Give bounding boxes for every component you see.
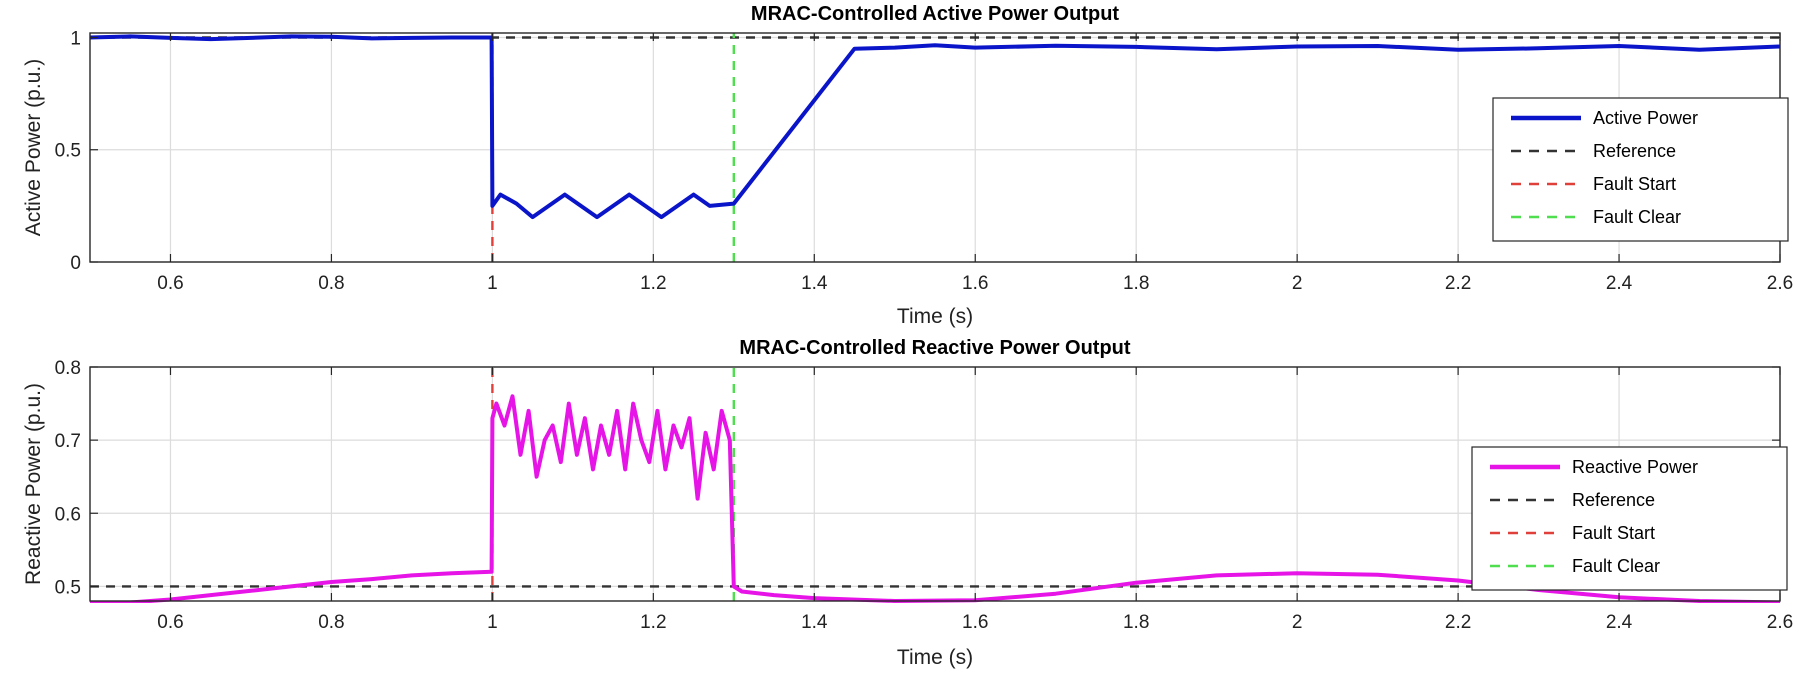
- legend-label: Fault Clear: [1593, 207, 1681, 227]
- x-tick-label: 2.4: [1606, 612, 1633, 633]
- legend-label: Fault Start: [1593, 174, 1676, 194]
- x-tick-label: 0.6: [157, 273, 183, 294]
- x-tick-label: 2: [1292, 612, 1303, 633]
- legend: Reactive Power Reference Fault Start Fault …: [1471, 446, 1788, 591]
- chart-title: MRAC-Controlled Active Power Output: [751, 3, 1119, 25]
- legend-label: Reference: [1593, 141, 1676, 161]
- y-tick-label: 0.5: [55, 141, 81, 162]
- legend-label: Fault Start: [1572, 523, 1655, 543]
- legend-label: Reference: [1572, 490, 1655, 510]
- x-tick-label: 2.6: [1767, 612, 1793, 633]
- legend-box: [1492, 97, 1789, 242]
- y-tick-label: 0: [70, 253, 81, 274]
- chart-title: MRAC-Controlled Reactive Power Output: [739, 337, 1130, 359]
- x-axis-label: Time (s): [897, 646, 973, 669]
- x-tick-label: 1.2: [640, 273, 666, 294]
- x-tick-label: 1.6: [962, 612, 988, 633]
- x-tick-label: 1: [487, 273, 498, 294]
- x-tick-label: 0.8: [318, 273, 344, 294]
- y-axis-label: Active Power (p.u.): [22, 59, 45, 236]
- series-active-power: [90, 34, 1780, 220]
- y-tick-label: 0.7: [55, 431, 81, 452]
- x-tick-label: 0.6: [157, 612, 183, 633]
- chart-2: 0.6 0.8 1 1.2 1.4 1.6 1.8 2 2.2 2.4 2.6 0.5 0.6 0.7 0.…: [22, 337, 1793, 669]
- chart-1: 0.6 0.8 1 1.2 1.4 1.6 1.8 2 2.2 2.4 2.6 0 0.5 1 MRAC-C…: [22, 3, 1793, 328]
- series-reactive-power: [90, 394, 1780, 603]
- x-tick-label: 2.6: [1767, 273, 1793, 294]
- x-tick-label: 2.2: [1445, 612, 1471, 633]
- x-tick-label: 1.8: [1123, 612, 1149, 633]
- y-tick-label: 1: [70, 28, 81, 49]
- x-tick-label: 1.8: [1123, 273, 1149, 294]
- y-tick-label: 0.5: [55, 577, 81, 598]
- legend-label: Active Power: [1593, 108, 1698, 128]
- legend: Active Power Reference Fault Start Fault Cl…: [1492, 97, 1789, 242]
- x-tick-label: 2.4: [1606, 273, 1633, 294]
- x-tick-label: 0.8: [318, 612, 344, 633]
- x-tick-label: 1: [487, 612, 498, 633]
- legend-box: [1471, 446, 1788, 591]
- x-tick-label: 2.2: [1445, 273, 1471, 294]
- y-axis-label: Reactive Power (p.u.): [22, 383, 45, 585]
- y-tick-label: 0.8: [55, 358, 81, 379]
- x-tick-label: 1.4: [801, 612, 828, 633]
- x-tick-label: 1.6: [962, 273, 988, 294]
- x-tick-label: 1.2: [640, 612, 666, 633]
- x-tick-label: 2: [1292, 273, 1303, 294]
- y-tick-label: 0.6: [55, 504, 81, 525]
- x-axis-label: Time (s): [897, 305, 973, 328]
- legend-label: Reactive Power: [1572, 457, 1698, 477]
- legend-label: Fault Clear: [1572, 556, 1660, 576]
- x-tick-label: 1.4: [801, 273, 828, 294]
